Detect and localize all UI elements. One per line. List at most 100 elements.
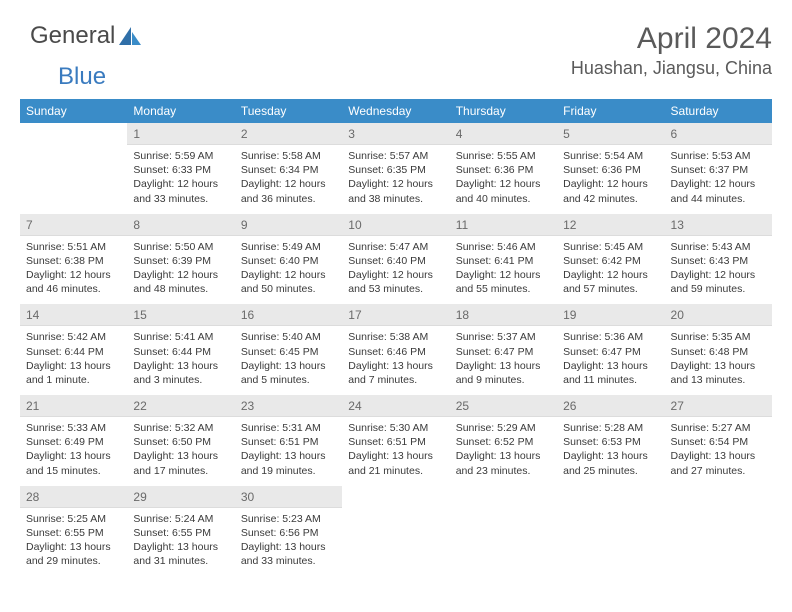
- weekday-header: Wednesday: [342, 99, 449, 123]
- day-details: Sunrise: 5:49 AMSunset: 6:40 PMDaylight:…: [235, 236, 342, 305]
- weekday-header-row: Sunday Monday Tuesday Wednesday Thursday…: [20, 99, 772, 123]
- day-number: 20: [665, 304, 772, 326]
- calendar-day-cell: 27Sunrise: 5:27 AMSunset: 6:54 PMDayligh…: [665, 395, 772, 486]
- day-number: 8: [127, 214, 234, 236]
- day-details: Sunrise: 5:54 AMSunset: 6:36 PMDaylight:…: [557, 145, 664, 214]
- weekday-header: Saturday: [665, 99, 772, 123]
- calendar-day-cell: 11Sunrise: 5:46 AMSunset: 6:41 PMDayligh…: [450, 214, 557, 305]
- calendar-day-cell: 9Sunrise: 5:49 AMSunset: 6:40 PMDaylight…: [235, 214, 342, 305]
- day-details: Sunrise: 5:43 AMSunset: 6:43 PMDaylight:…: [665, 236, 772, 305]
- calendar-week-row: 1Sunrise: 5:59 AMSunset: 6:33 PMDaylight…: [20, 123, 772, 214]
- weekday-header: Sunday: [20, 99, 127, 123]
- day-number: 2: [235, 123, 342, 145]
- calendar-day-cell: [450, 486, 557, 577]
- calendar-day-cell: [665, 486, 772, 577]
- day-details: Sunrise: 5:24 AMSunset: 6:55 PMDaylight:…: [127, 508, 234, 577]
- day-details: Sunrise: 5:47 AMSunset: 6:40 PMDaylight:…: [342, 236, 449, 305]
- day-details: Sunrise: 5:59 AMSunset: 6:33 PMDaylight:…: [127, 145, 234, 214]
- calendar-day-cell: 21Sunrise: 5:33 AMSunset: 6:49 PMDayligh…: [20, 395, 127, 486]
- day-number: 19: [557, 304, 664, 326]
- calendar-day-cell: 3Sunrise: 5:57 AMSunset: 6:35 PMDaylight…: [342, 123, 449, 214]
- calendar-day-cell: 22Sunrise: 5:32 AMSunset: 6:50 PMDayligh…: [127, 395, 234, 486]
- calendar-day-cell: 7Sunrise: 5:51 AMSunset: 6:38 PMDaylight…: [20, 214, 127, 305]
- day-details: Sunrise: 5:58 AMSunset: 6:34 PMDaylight:…: [235, 145, 342, 214]
- weekday-header: Monday: [127, 99, 234, 123]
- calendar-day-cell: 25Sunrise: 5:29 AMSunset: 6:52 PMDayligh…: [450, 395, 557, 486]
- calendar-day-cell: 26Sunrise: 5:28 AMSunset: 6:53 PMDayligh…: [557, 395, 664, 486]
- logo-text-2: Blue: [30, 63, 106, 91]
- calendar-page: General April 2024 Huashan, Jiangsu, Chi…: [0, 0, 792, 596]
- day-details: Sunrise: 5:55 AMSunset: 6:36 PMDaylight:…: [450, 145, 557, 214]
- day-number: 13: [665, 214, 772, 236]
- day-number: 29: [127, 486, 234, 508]
- logo-sail-icon: [117, 25, 143, 47]
- month-title: April 2024: [571, 22, 772, 56]
- day-details: Sunrise: 5:33 AMSunset: 6:49 PMDaylight:…: [20, 417, 127, 486]
- location-subtitle: Huashan, Jiangsu, China: [571, 58, 772, 79]
- calendar-day-cell: 30Sunrise: 5:23 AMSunset: 6:56 PMDayligh…: [235, 486, 342, 577]
- day-number: 16: [235, 304, 342, 326]
- day-number: 4: [450, 123, 557, 145]
- day-number: 11: [450, 214, 557, 236]
- day-number: 3: [342, 123, 449, 145]
- day-details: Sunrise: 5:35 AMSunset: 6:48 PMDaylight:…: [665, 326, 772, 395]
- calendar-day-cell: 16Sunrise: 5:40 AMSunset: 6:45 PMDayligh…: [235, 304, 342, 395]
- weekday-header: Tuesday: [235, 99, 342, 123]
- day-number: 12: [557, 214, 664, 236]
- calendar-day-cell: 24Sunrise: 5:30 AMSunset: 6:51 PMDayligh…: [342, 395, 449, 486]
- day-details: Sunrise: 5:23 AMSunset: 6:56 PMDaylight:…: [235, 508, 342, 577]
- day-details: Sunrise: 5:51 AMSunset: 6:38 PMDaylight:…: [20, 236, 127, 305]
- day-number: 1: [127, 123, 234, 145]
- brand-logo: General: [20, 22, 143, 50]
- day-number: 27: [665, 395, 772, 417]
- day-details: Sunrise: 5:45 AMSunset: 6:42 PMDaylight:…: [557, 236, 664, 305]
- calendar-day-cell: [342, 486, 449, 577]
- day-number: 9: [235, 214, 342, 236]
- day-details: Sunrise: 5:31 AMSunset: 6:51 PMDaylight:…: [235, 417, 342, 486]
- day-number: 24: [342, 395, 449, 417]
- day-number: 30: [235, 486, 342, 508]
- calendar-day-cell: 14Sunrise: 5:42 AMSunset: 6:44 PMDayligh…: [20, 304, 127, 395]
- calendar-day-cell: 6Sunrise: 5:53 AMSunset: 6:37 PMDaylight…: [665, 123, 772, 214]
- day-number: 28: [20, 486, 127, 508]
- calendar-week-row: 14Sunrise: 5:42 AMSunset: 6:44 PMDayligh…: [20, 304, 772, 395]
- day-number: 23: [235, 395, 342, 417]
- day-details: Sunrise: 5:25 AMSunset: 6:55 PMDaylight:…: [20, 508, 127, 577]
- calendar-day-cell: 13Sunrise: 5:43 AMSunset: 6:43 PMDayligh…: [665, 214, 772, 305]
- day-details: Sunrise: 5:30 AMSunset: 6:51 PMDaylight:…: [342, 417, 449, 486]
- day-details: Sunrise: 5:29 AMSunset: 6:52 PMDaylight:…: [450, 417, 557, 486]
- calendar-day-cell: 10Sunrise: 5:47 AMSunset: 6:40 PMDayligh…: [342, 214, 449, 305]
- day-number: 15: [127, 304, 234, 326]
- day-number: 26: [557, 395, 664, 417]
- calendar-day-cell: 20Sunrise: 5:35 AMSunset: 6:48 PMDayligh…: [665, 304, 772, 395]
- day-number: 25: [450, 395, 557, 417]
- calendar-day-cell: 15Sunrise: 5:41 AMSunset: 6:44 PMDayligh…: [127, 304, 234, 395]
- calendar-day-cell: 2Sunrise: 5:58 AMSunset: 6:34 PMDaylight…: [235, 123, 342, 214]
- day-details: Sunrise: 5:32 AMSunset: 6:50 PMDaylight:…: [127, 417, 234, 486]
- calendar-day-cell: 12Sunrise: 5:45 AMSunset: 6:42 PMDayligh…: [557, 214, 664, 305]
- day-details: Sunrise: 5:40 AMSunset: 6:45 PMDaylight:…: [235, 326, 342, 395]
- logo-text-1: General: [30, 22, 115, 50]
- day-number: 22: [127, 395, 234, 417]
- day-number: 18: [450, 304, 557, 326]
- calendar-week-row: 7Sunrise: 5:51 AMSunset: 6:38 PMDaylight…: [20, 214, 772, 305]
- calendar-day-cell: [557, 486, 664, 577]
- day-details: Sunrise: 5:27 AMSunset: 6:54 PMDaylight:…: [665, 417, 772, 486]
- day-details: Sunrise: 5:36 AMSunset: 6:47 PMDaylight:…: [557, 326, 664, 395]
- weekday-header: Friday: [557, 99, 664, 123]
- day-number: 7: [20, 214, 127, 236]
- day-details: Sunrise: 5:41 AMSunset: 6:44 PMDaylight:…: [127, 326, 234, 395]
- calendar-day-cell: [20, 123, 127, 214]
- day-details: Sunrise: 5:38 AMSunset: 6:46 PMDaylight:…: [342, 326, 449, 395]
- day-number: 5: [557, 123, 664, 145]
- calendar-day-cell: 29Sunrise: 5:24 AMSunset: 6:55 PMDayligh…: [127, 486, 234, 577]
- title-block: April 2024 Huashan, Jiangsu, China: [571, 22, 772, 79]
- calendar-day-cell: 28Sunrise: 5:25 AMSunset: 6:55 PMDayligh…: [20, 486, 127, 577]
- day-number: 10: [342, 214, 449, 236]
- day-details: Sunrise: 5:28 AMSunset: 6:53 PMDaylight:…: [557, 417, 664, 486]
- calendar-day-cell: 23Sunrise: 5:31 AMSunset: 6:51 PMDayligh…: [235, 395, 342, 486]
- day-number: 6: [665, 123, 772, 145]
- day-details: Sunrise: 5:53 AMSunset: 6:37 PMDaylight:…: [665, 145, 772, 214]
- calendar-week-row: 21Sunrise: 5:33 AMSunset: 6:49 PMDayligh…: [20, 395, 772, 486]
- weekday-header: Thursday: [450, 99, 557, 123]
